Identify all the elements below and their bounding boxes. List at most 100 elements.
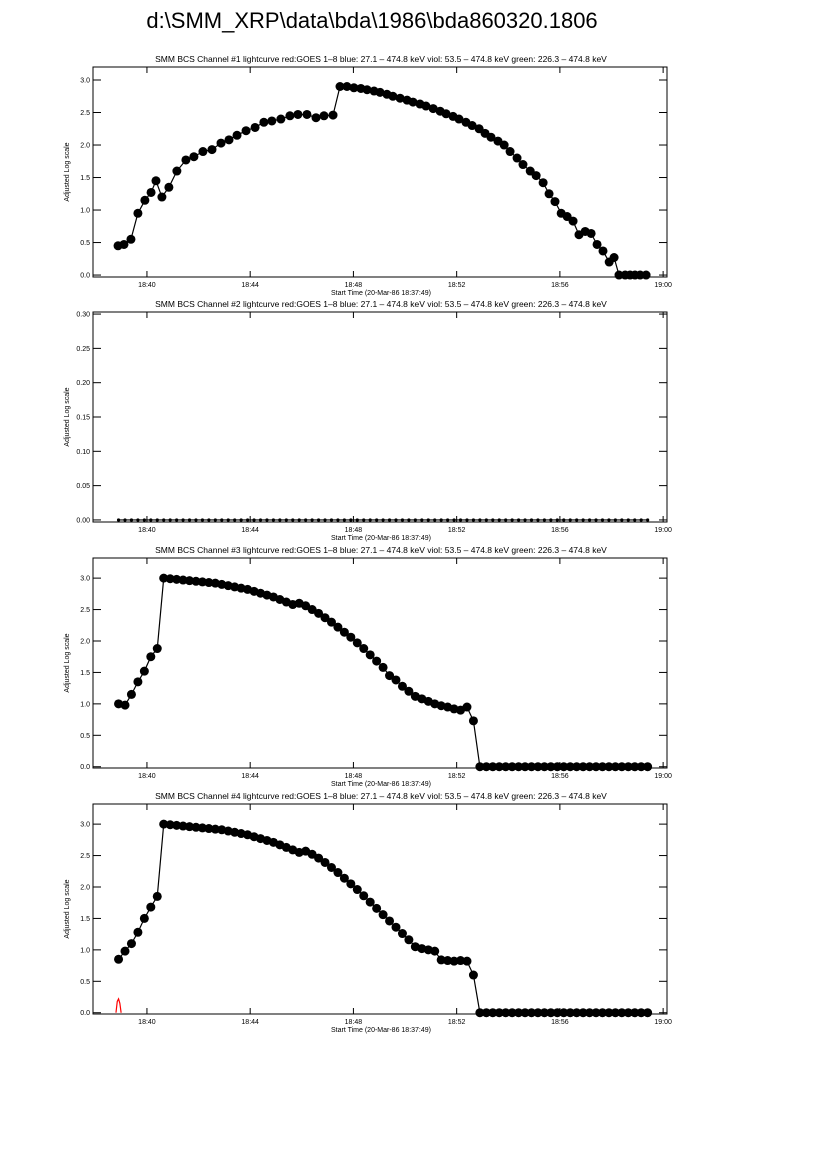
data-point (129, 518, 134, 522)
data-point (598, 246, 608, 256)
data-point (349, 83, 359, 93)
data-point (591, 1008, 601, 1018)
data-point (507, 1008, 517, 1018)
data-point (362, 518, 366, 522)
data-point (494, 1008, 504, 1018)
y-tick-label: 2.5 (80, 110, 90, 117)
data-point (126, 939, 136, 949)
data-point (365, 650, 375, 660)
data-point (446, 518, 450, 522)
data-point (428, 104, 438, 114)
data-point (597, 1008, 607, 1018)
data-point (510, 518, 514, 522)
data-point (549, 518, 553, 522)
data-point (339, 627, 349, 637)
data-point (146, 652, 156, 662)
data-point (630, 762, 640, 772)
data-point (381, 518, 385, 522)
data-point (346, 879, 356, 889)
y-tick-label: 1.0 (80, 947, 90, 954)
data-point (352, 638, 362, 648)
data-point (346, 632, 356, 642)
data-point (311, 113, 321, 123)
data-point (475, 1008, 485, 1018)
data-point (633, 518, 637, 522)
data-point (114, 954, 124, 964)
data-point (157, 192, 167, 202)
y-tick-label: 0.10 (76, 449, 90, 456)
data-point (336, 518, 340, 522)
data-point (239, 518, 243, 522)
data-point (520, 1008, 530, 1018)
data-point (258, 518, 263, 522)
data-point (594, 518, 598, 522)
data-point (342, 82, 352, 92)
data-point (220, 518, 224, 522)
data-point (539, 1008, 549, 1018)
y-tick-label: 2.5 (80, 607, 90, 614)
y-tick-label: 3.0 (80, 822, 90, 829)
data-point (207, 518, 211, 522)
x-tick-label: 18:44 (241, 282, 259, 289)
y-tick-label: 2.0 (80, 143, 90, 150)
data-point (284, 518, 288, 522)
plot-frame (92, 66, 668, 278)
data-point (126, 234, 136, 244)
data-point (562, 518, 566, 522)
panel-title: SMM BCS Channel #2 lightcurve red:GOES 1… (155, 299, 607, 309)
data-point (620, 518, 624, 522)
data-point (536, 518, 540, 522)
data-point (388, 91, 398, 101)
data-point (368, 518, 372, 522)
y-tick-label: 0.5 (80, 240, 90, 247)
data-point (187, 518, 192, 522)
data-point (538, 178, 548, 188)
data-point (120, 700, 130, 710)
data-point (441, 109, 451, 119)
data-point (349, 518, 353, 522)
data-point (572, 1008, 582, 1018)
data-point (426, 518, 430, 522)
data-point (297, 518, 301, 522)
data-point (400, 518, 405, 522)
data-point (126, 689, 136, 699)
data-point (285, 111, 295, 121)
data-point (250, 122, 260, 132)
data-point (420, 518, 424, 522)
series-line (115, 997, 122, 1013)
x-tick-label: 18:56 (551, 773, 569, 780)
data-point (585, 762, 595, 772)
data-point (120, 946, 130, 956)
data-point (518, 160, 528, 170)
data-point (191, 576, 201, 586)
data-point (613, 518, 617, 522)
data-point (387, 518, 392, 522)
x-tick-label: 18:44 (241, 1019, 259, 1026)
data-point (527, 1008, 537, 1018)
data-point (646, 518, 650, 522)
data-point (527, 762, 537, 772)
data-point (404, 686, 414, 696)
data-point (175, 518, 179, 522)
data-point (181, 155, 191, 165)
data-point (355, 518, 359, 522)
data-point (133, 208, 143, 218)
data-point (267, 116, 277, 126)
x-tick-label: 18:40 (138, 527, 156, 534)
data-point (643, 762, 653, 772)
data-point (456, 956, 466, 966)
data-point (462, 702, 472, 712)
data-point (597, 762, 607, 772)
x-tick-label: 18:48 (345, 527, 363, 534)
x-tick-label: 18:48 (345, 282, 363, 289)
data-point (581, 518, 585, 522)
data-point (465, 518, 469, 522)
x-tick-label: 18:40 (138, 773, 156, 780)
data-point (488, 1008, 498, 1018)
data-point (152, 644, 162, 654)
x-tick-label: 18:56 (551, 1019, 569, 1026)
data-point (505, 147, 515, 157)
data-point (439, 518, 443, 522)
data-point (146, 902, 156, 912)
